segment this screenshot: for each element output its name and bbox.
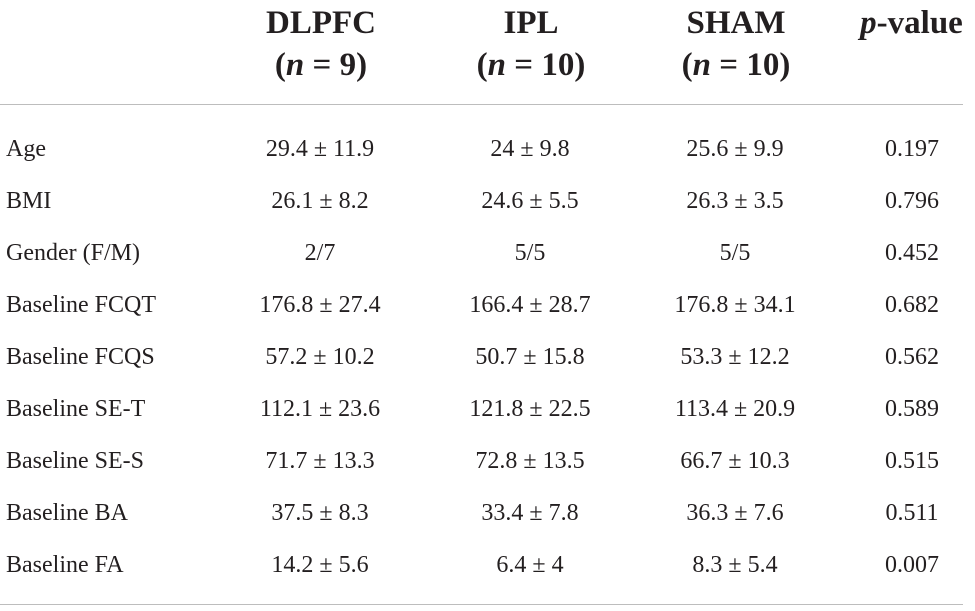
header-dlpfc: DLPFC (n = 9) <box>226 2 416 86</box>
cell-sham: 25.6 ± 9.9 <box>686 136 784 162</box>
row-label: Age <box>6 136 46 162</box>
table-row: Age 29.4 ± 11.9 24 ± 9.8 25.6 ± 9.9 0.197 <box>0 123 975 175</box>
cell-ipl: 33.4 ± 7.8 <box>481 500 579 526</box>
cell-pvalue: 0.515 <box>885 448 939 474</box>
cell-sham: 176.8 ± 34.1 <box>674 292 796 318</box>
cell-pvalue: 0.682 <box>885 292 939 318</box>
header-pvalue-suffix: -value <box>876 5 963 41</box>
header-dlpfc-n-symbol: n <box>285 47 305 83</box>
row-label: BMI <box>6 188 52 214</box>
cell-ipl: 50.7 ± 15.8 <box>475 344 585 370</box>
cell-sham: 36.3 ± 7.6 <box>686 500 784 526</box>
table-row: Gender (F/M) 2/7 5/5 5/5 0.452 <box>0 227 975 279</box>
cell-sham: 5/5 <box>719 240 751 266</box>
cell-pvalue: 0.796 <box>885 188 939 214</box>
cell-pvalue: 0.589 <box>885 396 939 422</box>
cell-sham: 53.3 ± 12.2 <box>680 344 790 370</box>
table-row: Baseline FCQT 176.8 ± 27.4 166.4 ± 28.7 176… <box>0 279 975 331</box>
row-label: Baseline FCQT <box>6 292 156 318</box>
table-row: Baseline BA 37.5 ± 8.3 33.4 ± 7.8 36.3 ± 7.… <box>0 487 975 539</box>
cell-dlpfc: 14.2 ± 5.6 <box>271 552 369 578</box>
cell-ipl: 24.6 ± 5.5 <box>481 188 579 214</box>
header-dlpfc-n-value: = 9 <box>312 47 357 83</box>
row-label: Baseline SE-T <box>6 396 146 422</box>
cell-pvalue: 0.562 <box>885 344 939 370</box>
header-sham-name: SHAM <box>686 5 786 41</box>
cell-dlpfc: 26.1 ± 8.2 <box>271 188 369 214</box>
cell-ipl: 72.8 ± 13.5 <box>475 448 585 474</box>
cell-sham: 66.7 ± 10.3 <box>680 448 790 474</box>
cell-dlpfc: 112.1 ± 23.6 <box>259 396 381 422</box>
header-dlpfc-n: (n = 9) <box>274 47 368 83</box>
header-dlpfc-name: DLPFC <box>266 5 376 41</box>
cell-ipl: 166.4 ± 28.7 <box>469 292 591 318</box>
cell-dlpfc: 71.7 ± 13.3 <box>265 448 375 474</box>
row-label: Baseline SE-S <box>6 448 144 474</box>
row-label: Baseline FCQS <box>6 344 155 370</box>
table-row: Baseline SE-T 112.1 ± 23.6 121.8 ± 22.5 113… <box>0 383 975 435</box>
header-ipl-n-value: = 10 <box>514 47 575 83</box>
row-label: Baseline FA <box>6 552 124 578</box>
row-label: Gender (F/M) <box>6 240 140 266</box>
cell-dlpfc: 176.8 ± 27.4 <box>259 292 381 318</box>
cell-dlpfc: 2/7 <box>304 240 336 266</box>
cell-ipl: 24 ± 9.8 <box>490 136 570 162</box>
row-label: Baseline BA <box>6 500 128 526</box>
cell-sham: 26.3 ± 3.5 <box>686 188 784 214</box>
cell-pvalue: 0.452 <box>885 240 939 266</box>
cell-ipl: 5/5 <box>514 240 546 266</box>
cell-ipl: 121.8 ± 22.5 <box>469 396 591 422</box>
header-sham-n-symbol: n <box>692 47 712 83</box>
cell-dlpfc: 37.5 ± 8.3 <box>271 500 369 526</box>
header-ipl-n-symbol: n <box>487 47 507 83</box>
header-sham-n: (n = 10) <box>681 47 791 83</box>
cell-sham: 113.4 ± 20.9 <box>674 396 796 422</box>
header-pvalue-text: p-value <box>848 2 975 44</box>
header-ipl: IPL (n = 10) <box>436 2 626 86</box>
cell-dlpfc: 57.2 ± 10.2 <box>265 344 375 370</box>
header-ipl-name: IPL <box>503 5 559 41</box>
cell-dlpfc: 29.4 ± 11.9 <box>265 136 375 162</box>
table-header: DLPFC (n = 9) IPL (n = 10) SHAM (n = 10)… <box>0 0 975 104</box>
header-sham-n-value: = 10 <box>719 47 780 83</box>
cell-pvalue: 0.197 <box>885 136 939 162</box>
header-divider <box>0 104 963 105</box>
cell-pvalue: 0.511 <box>885 500 939 526</box>
cell-ipl: 6.4 ± 4 <box>496 552 564 578</box>
header-ipl-n: (n = 10) <box>476 47 586 83</box>
table-bottom-rule <box>0 604 963 605</box>
header-pvalue-symbol: p <box>860 5 877 41</box>
table-row: Baseline FA 14.2 ± 5.6 6.4 ± 4 8.3 ± 5.4 0.0… <box>0 539 975 591</box>
table-row: Baseline FCQS 57.2 ± 10.2 50.7 ± 15.8 53.3 … <box>0 331 975 383</box>
cell-sham: 8.3 ± 5.4 <box>692 552 778 578</box>
header-pvalue: p-value <box>848 2 975 44</box>
header-sham: SHAM (n = 10) <box>636 2 836 86</box>
table-row: Baseline SE-S 71.7 ± 13.3 72.8 ± 13.5 66.7 … <box>0 435 975 487</box>
cell-pvalue: 0.007 <box>885 552 939 578</box>
table-row: BMI 26.1 ± 8.2 24.6 ± 5.5 26.3 ± 3.5 0.796 <box>0 175 975 227</box>
